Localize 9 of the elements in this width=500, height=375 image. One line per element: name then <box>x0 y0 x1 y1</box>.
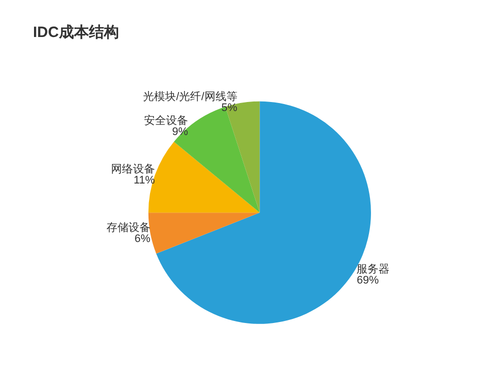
data-label: 5% <box>221 102 238 114</box>
slice-label: 存储设备 <box>106 222 150 234</box>
data-label: 6% <box>134 232 151 245</box>
chart-title: IDC成本结构 <box>33 24 119 41</box>
slice-label: 网络设备 <box>110 163 155 176</box>
slice-label: 光模块/光纤/网线等 <box>143 90 238 104</box>
data-label: 69% <box>356 274 379 287</box>
slice-label: 安全设备 <box>144 114 188 128</box>
slice-label: 服务器 <box>356 264 390 276</box>
